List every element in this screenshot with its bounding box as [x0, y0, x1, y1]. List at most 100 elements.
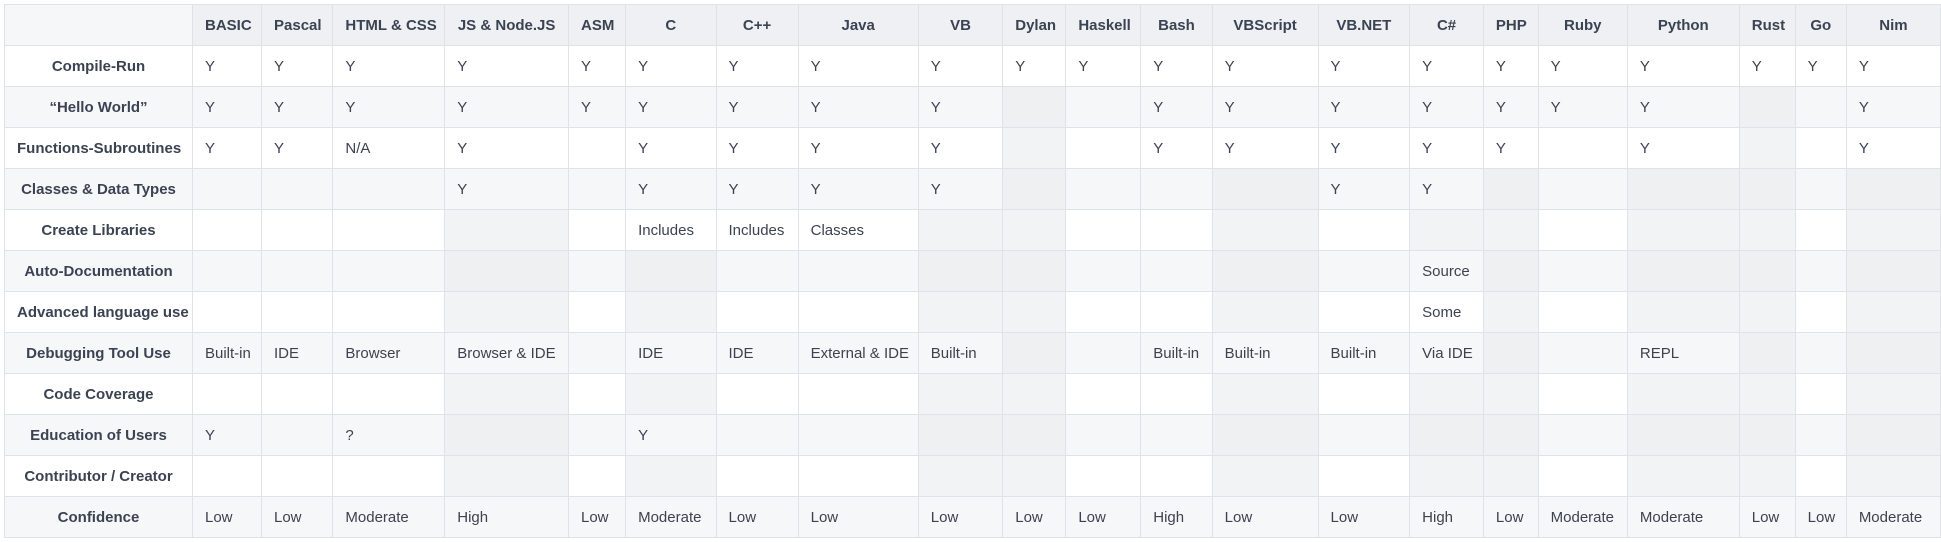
table-cell [1409, 414, 1484, 456]
table-cell: Low [715, 496, 799, 538]
table-cell [1738, 86, 1796, 128]
table-cell [1794, 414, 1847, 456]
table-cell [1537, 291, 1628, 333]
table-cell: Classes [797, 209, 919, 251]
table-row: Code Coverage [4, 373, 1941, 415]
table-cell: Low [1794, 496, 1847, 538]
table-cell [444, 250, 569, 292]
table-cell [192, 373, 262, 415]
table-cell [1065, 373, 1142, 415]
table-cell [1002, 332, 1067, 374]
table-cell [1002, 291, 1067, 333]
table-cell: Built-in [1140, 332, 1213, 374]
table-cell [1537, 414, 1628, 456]
table-row: Auto-Documentation Source [4, 250, 1941, 292]
table-cell [1140, 291, 1213, 333]
table-cell [1211, 250, 1319, 292]
table-cell: Low [917, 496, 1004, 538]
column-header: C++ [715, 4, 799, 46]
table-row: Compile-Run Y Y Y Y Y Y Y Y Y Y Y Y Y Y Y Y Y Y Y Y Y [4, 45, 1941, 87]
table-cell: Y [1002, 45, 1067, 87]
table-row: Debugging Tool Use Built-in IDE Browser Brow… [4, 332, 1941, 374]
corner-cell [4, 4, 193, 46]
column-header: JS & Node.JS [444, 4, 569, 46]
table-cell [567, 209, 627, 251]
table-cell [1409, 209, 1484, 251]
table-cell [1845, 332, 1941, 374]
column-header: Ruby [1537, 4, 1628, 46]
row-label: Confidence [4, 496, 193, 538]
table-body: Compile-Run Y Y Y Y Y Y Y Y Y Y Y Y Y Y Y Y Y Y Y Y Y “Hello W… [4, 45, 1941, 538]
table-cell: Y [1065, 45, 1142, 87]
table-cell [1845, 250, 1941, 292]
table-cell: Y [1317, 127, 1411, 169]
table-cell: Y [1140, 45, 1213, 87]
row-label: “Hello World” [4, 86, 193, 128]
table-cell [444, 414, 569, 456]
table-cell: Includes [715, 209, 799, 251]
table-cell [917, 209, 1004, 251]
table-cell [1482, 168, 1539, 210]
table-cell: Low [1317, 496, 1411, 538]
table-cell [715, 291, 799, 333]
table-cell [192, 209, 262, 251]
table-cell: Y [1482, 86, 1539, 128]
table-cell: IDE [260, 332, 334, 374]
table-cell [917, 250, 1004, 292]
table-cell [260, 291, 334, 333]
table-cell: Built-in [192, 332, 262, 374]
column-header: VB [917, 4, 1004, 46]
column-header: C [625, 4, 717, 46]
table-cell: Low [1211, 496, 1319, 538]
table-cell: Y [917, 86, 1004, 128]
table-cell [332, 209, 446, 251]
table-cell [1317, 455, 1411, 497]
table-cell: Y [192, 86, 262, 128]
table-cell [1140, 250, 1213, 292]
table-cell [1626, 291, 1740, 333]
table-cell: Y [567, 45, 627, 87]
column-header: Haskell [1065, 4, 1142, 46]
table-cell [332, 291, 446, 333]
table-cell [1317, 250, 1411, 292]
table-cell: Moderate [1537, 496, 1628, 538]
table-cell: Y [1140, 127, 1213, 169]
table-cell [444, 209, 569, 251]
table-cell [1626, 250, 1740, 292]
table-cell [1065, 168, 1142, 210]
table-cell: Y [1626, 127, 1740, 169]
table-cell [1794, 373, 1847, 415]
table-cell [1482, 209, 1539, 251]
column-header: VB.NET [1317, 4, 1411, 46]
table-cell [797, 291, 919, 333]
table-cell: Y [917, 127, 1004, 169]
table-cell [1317, 373, 1411, 415]
table-cell [192, 291, 262, 333]
table-cell [1482, 414, 1539, 456]
table-cell [1845, 209, 1941, 251]
table-cell: Low [1738, 496, 1796, 538]
table-cell: Y [797, 45, 919, 87]
table-cell [1065, 455, 1142, 497]
table-cell [1482, 455, 1539, 497]
table-cell [1002, 414, 1067, 456]
table-cell: Y [1537, 86, 1628, 128]
table-cell [625, 455, 717, 497]
table-cell [1845, 168, 1941, 210]
table-cell: Y [797, 86, 919, 128]
table-row: Contributor / Creator [4, 455, 1941, 497]
table-cell [1794, 332, 1847, 374]
table-cell [1002, 168, 1067, 210]
table-cell [444, 373, 569, 415]
row-label: Create Libraries [4, 209, 193, 251]
table-cell: Y [444, 86, 569, 128]
table-cell [1537, 373, 1628, 415]
table-cell [1537, 332, 1628, 374]
table-cell: Y [1409, 127, 1484, 169]
table-cell [1626, 414, 1740, 456]
table-cell: Y [1317, 45, 1411, 87]
table-cell [1537, 209, 1628, 251]
column-header: C# [1409, 4, 1484, 46]
table-cell [1211, 209, 1319, 251]
table-cell [567, 455, 627, 497]
